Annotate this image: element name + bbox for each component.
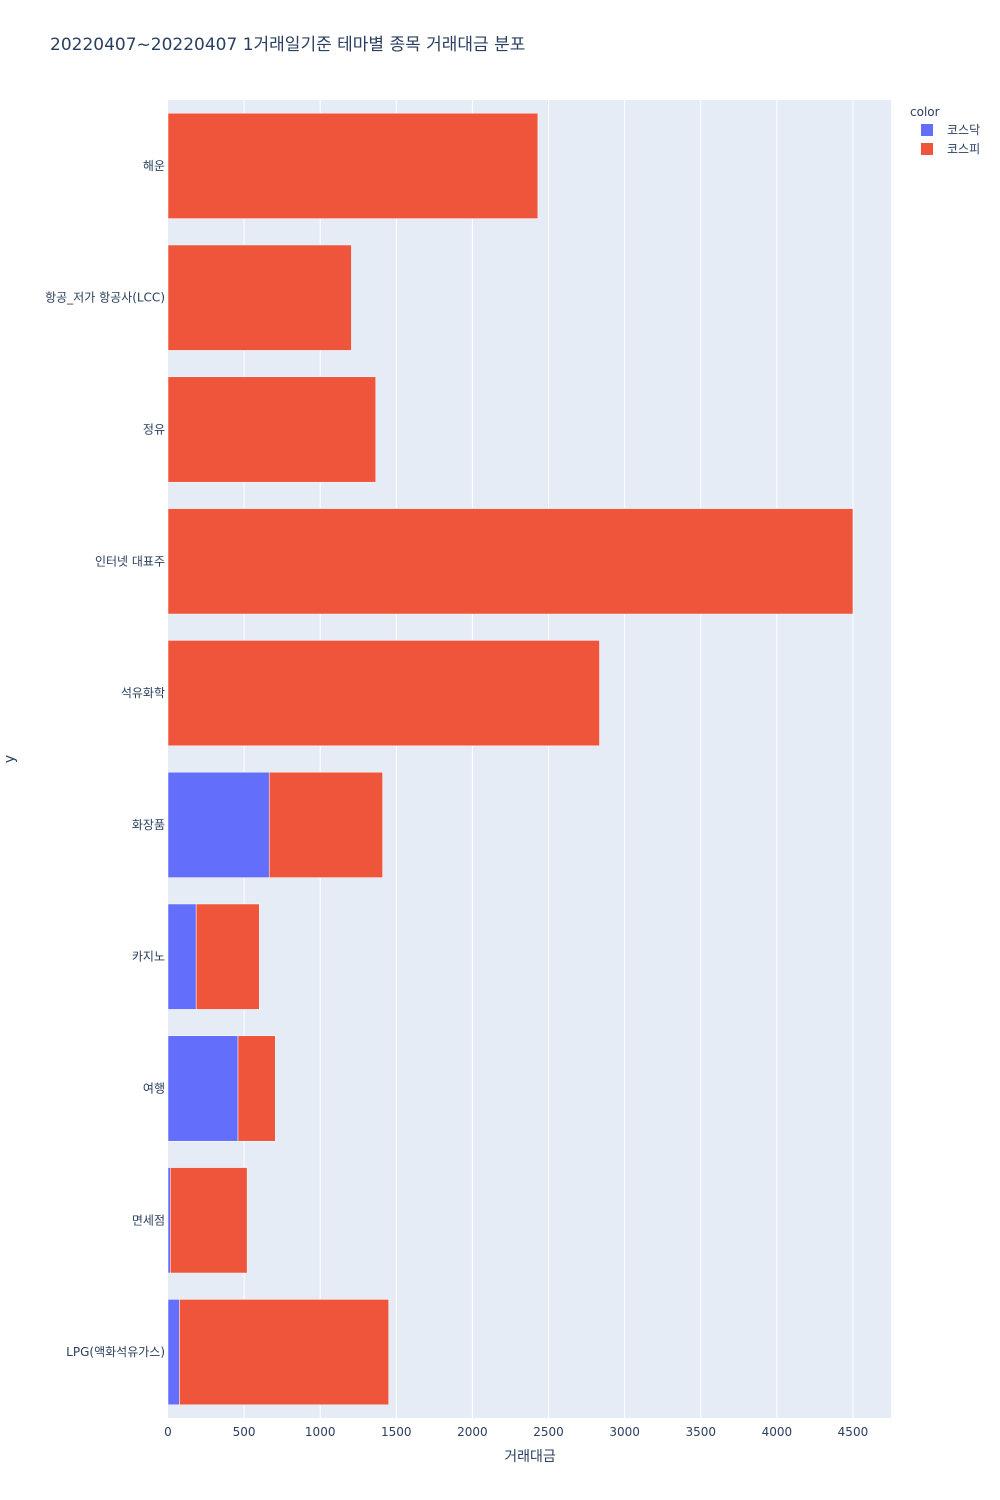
bars <box>167 112 854 1406</box>
x-tick-label: 2500 <box>533 1425 564 1439</box>
bar-kosdaq[interactable] <box>167 771 270 878</box>
legend-label[interactable]: 코스피 <box>947 142 980 156</box>
y-tick-label: LPG(액화석유가스) <box>66 1345 165 1359</box>
x-tick-label: 500 <box>233 1425 256 1439</box>
legend-swatch[interactable] <box>921 143 933 155</box>
x-tick-label: 3000 <box>609 1425 640 1439</box>
x-tick-label: 4500 <box>838 1425 869 1439</box>
bar-kospi[interactable] <box>167 244 352 351</box>
bar-kospi[interactable] <box>167 508 854 615</box>
bar-kospi[interactable] <box>167 112 539 219</box>
y-tick-label: 카지노 <box>132 950 165 964</box>
bar-kosdaq[interactable] <box>167 1167 171 1274</box>
y-axis-title: y <box>2 755 18 763</box>
bar-kospi[interactable] <box>268 771 383 878</box>
bar-kosdaq[interactable] <box>167 1035 239 1142</box>
bar-kosdaq[interactable] <box>167 903 197 1010</box>
x-tick-label: 1500 <box>381 1425 412 1439</box>
y-tick-label: 면세점 <box>132 1213 165 1227</box>
y-tick-label: 화장품 <box>132 818 165 832</box>
bar-kospi[interactable] <box>170 1167 248 1274</box>
x-tick-label: 4000 <box>762 1425 793 1439</box>
y-tick-label: 여행 <box>143 1081 165 1096</box>
bar-kosdaq[interactable] <box>167 1299 180 1406</box>
bar-kospi[interactable] <box>237 1035 276 1142</box>
y-tick-label: 석유화학 <box>121 686 165 700</box>
x-tick-label: 1000 <box>305 1425 336 1439</box>
chart-title: 20220407~20220407 1거래일기준 테마별 종목 거래대금 분포 <box>50 35 525 55</box>
bar-kospi[interactable] <box>179 1299 389 1406</box>
bar-kospi[interactable] <box>167 376 377 483</box>
legend-swatch[interactable] <box>921 124 933 136</box>
bar-kospi[interactable] <box>195 903 260 1010</box>
legend-label[interactable]: 코스닥 <box>947 123 980 137</box>
x-axis-title: 거래대금 <box>504 1449 556 1465</box>
y-tick-label: 해운 <box>143 159 165 173</box>
y-tick-label: 항공_저가 항공사(LCC) <box>45 291 165 305</box>
x-axis-ticks: 0 500 1000 1500 2000 2500 3000 3500 4000 4500 <box>164 1425 868 1439</box>
x-tick-label: 0 <box>164 1425 172 1439</box>
y-tick-label: 인터넷 대표주 <box>95 554 165 568</box>
x-tick-label: 2000 <box>457 1425 488 1439</box>
y-tick-label: 정유 <box>143 423 165 437</box>
bar-kospi[interactable] <box>167 640 600 747</box>
legend-title: color <box>910 105 940 119</box>
x-tick-label: 3500 <box>685 1425 716 1439</box>
